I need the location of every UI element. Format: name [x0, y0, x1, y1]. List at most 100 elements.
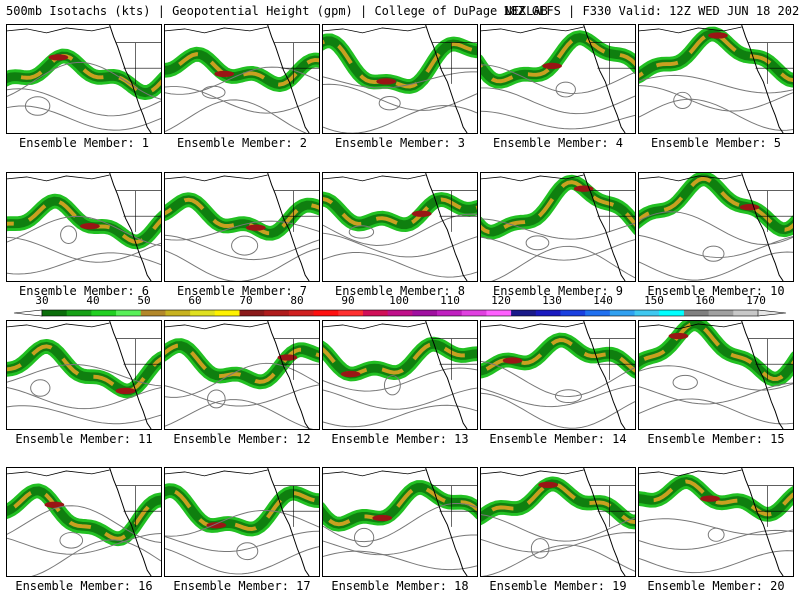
- height-contour: [7, 252, 161, 275]
- ensemble-map-panel[interactable]: [164, 320, 320, 430]
- coastline: [267, 468, 310, 576]
- colorbar-swatch: [214, 310, 241, 316]
- colorbar-swatch: [42, 310, 68, 316]
- jet-max: [700, 495, 720, 502]
- ensemble-map-svg: [165, 321, 319, 429]
- ensemble-member-caption: Ensemble Member: 5: [650, 136, 782, 150]
- ensemble-map-svg: [323, 321, 477, 429]
- colorbar-swatch: [683, 310, 710, 316]
- coastline: [583, 321, 626, 429]
- run-title: 18Z GEFS | F330 Valid: 12Z WED JUN 18 20…: [503, 4, 800, 18]
- ensemble-map-svg: [481, 321, 635, 429]
- jet-max: [668, 332, 689, 340]
- ensemble-map-panel[interactable]: [480, 320, 636, 430]
- jet-isotach-core: [165, 52, 319, 87]
- ensemble-map-panel[interactable]: [638, 467, 794, 577]
- jet-isotach-core: [165, 343, 319, 384]
- coastline: [7, 26, 110, 34]
- ensemble-map-panel[interactable]: [638, 172, 794, 282]
- ensemble-member-caption: Ensemble Member: 16: [15, 579, 153, 593]
- coastline: [7, 322, 110, 330]
- coastline: [323, 469, 426, 477]
- colorbar-swatch: [511, 310, 537, 316]
- height-contour: [639, 98, 793, 131]
- colorbar-scale: [13, 309, 787, 317]
- ensemble-map-svg: [165, 468, 319, 576]
- ensemble-member-caption: Ensemble Member: 3: [334, 136, 466, 150]
- height-contour: [481, 514, 635, 542]
- political-border: [273, 190, 319, 232]
- jet-isotach-core: [481, 481, 635, 524]
- ensemble-map-panel[interactable]: [322, 172, 478, 282]
- ensemble-member-caption: Ensemble Member: 1: [18, 136, 150, 150]
- coastline: [165, 174, 268, 182]
- colorbar-swatch: [91, 310, 117, 316]
- height-contour: [530, 538, 550, 559]
- colorbar-swatch: [140, 310, 166, 316]
- ensemble-map-panel[interactable]: [322, 320, 478, 430]
- height-contour: [639, 382, 793, 405]
- height-contour: [236, 542, 259, 561]
- political-border: [431, 42, 477, 84]
- ensemble-map-svg: [7, 25, 161, 133]
- height-contour: [639, 251, 793, 281]
- height-contour: [7, 61, 161, 100]
- jet-max: [376, 78, 397, 85]
- ensemble-map-panel[interactable]: [638, 24, 794, 134]
- height-contour: [207, 389, 226, 409]
- height-contour: [165, 530, 319, 552]
- ensemble-map-svg: [323, 468, 477, 576]
- ensemble-map-panel[interactable]: [322, 467, 478, 577]
- coastline: [109, 173, 152, 281]
- colorbar-tick-label: 80: [290, 294, 304, 307]
- ensemble-map-panel[interactable]: [322, 24, 478, 134]
- ensemble-map-panel[interactable]: [6, 172, 162, 282]
- height-contour: [231, 235, 259, 256]
- ensemble-member-caption: Ensemble Member: 20: [647, 579, 785, 593]
- jet-isotach-core: [165, 197, 319, 236]
- height-contour: [481, 384, 635, 408]
- ensemble-map-svg: [481, 468, 635, 576]
- ensemble-map-svg: [481, 173, 635, 281]
- ensemble-map-panel[interactable]: [480, 467, 636, 577]
- height-contour: [707, 527, 725, 542]
- height-contour: [482, 544, 635, 576]
- height-contour: [7, 364, 161, 387]
- colorbar-tick-label: 120: [491, 294, 511, 307]
- coastline: [583, 25, 626, 133]
- jet-isotach-core: [7, 199, 161, 244]
- height-contour: [7, 236, 161, 263]
- colorbar-swatch: [412, 310, 438, 316]
- height-contour: [554, 389, 582, 404]
- ensemble-map-panel[interactable]: [638, 320, 794, 430]
- jet-max: [277, 354, 298, 361]
- height-contour: [378, 95, 401, 111]
- ensemble-map-panel[interactable]: [6, 320, 162, 430]
- ensemble-map-panel[interactable]: [6, 467, 162, 577]
- ensemble-map-panel[interactable]: [6, 24, 162, 134]
- height-contour: [323, 550, 477, 571]
- jet-max: [44, 501, 65, 508]
- height-contour: [323, 232, 477, 258]
- ensemble-map-panel[interactable]: [164, 467, 320, 577]
- jet-max: [538, 481, 558, 488]
- ensemble-map-panel[interactable]: [480, 24, 636, 134]
- political-border: [273, 485, 319, 527]
- ensemble-member-caption: Ensemble Member: 9: [492, 284, 624, 298]
- colorbar-tick-label: 90: [341, 294, 355, 307]
- ensemble-member-caption: Ensemble Member: 18: [331, 579, 469, 593]
- jet-max: [245, 224, 266, 231]
- height-contour: [481, 64, 635, 94]
- coastline: [639, 322, 742, 330]
- political-border: [747, 485, 793, 527]
- jet-isotach-core: [7, 344, 161, 393]
- coastline: [425, 25, 468, 133]
- ensemble-map-panel[interactable]: [480, 172, 636, 282]
- ensemble-map-panel[interactable]: [164, 172, 320, 282]
- height-contour: [639, 550, 793, 574]
- jet-max: [708, 32, 728, 39]
- ensemble-map-panel[interactable]: [164, 24, 320, 134]
- ensemble-member-caption: Ensemble Member: 13: [331, 432, 469, 446]
- political-border: [589, 42, 635, 84]
- colorbar-swatch: [560, 310, 586, 316]
